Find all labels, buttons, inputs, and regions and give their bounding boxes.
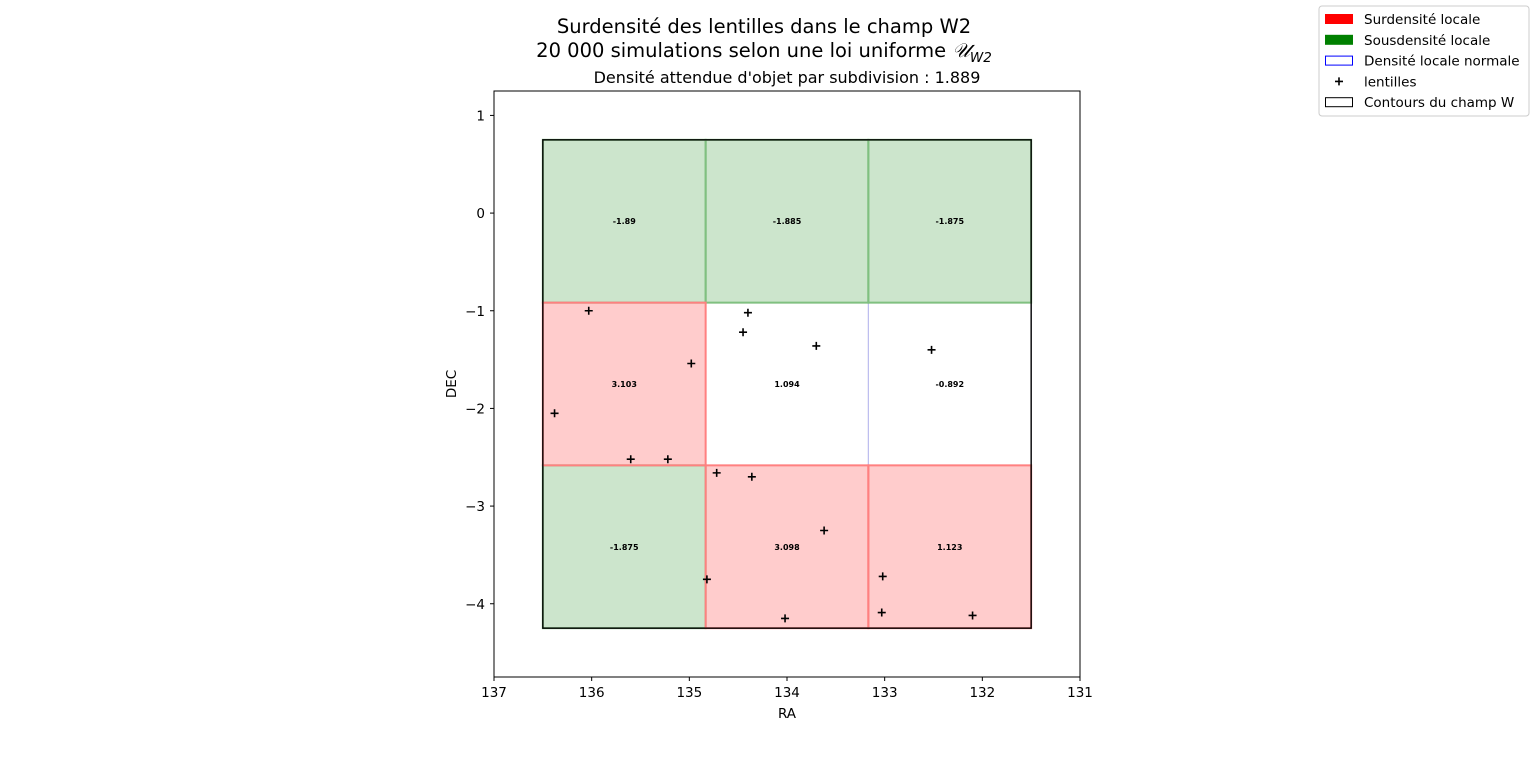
- cell-under-fill: [705, 139, 869, 303]
- cell-under-fill: [542, 465, 706, 629]
- cell-over-fill: [542, 302, 706, 466]
- legend-swatch: [1325, 55, 1353, 66]
- lens-point: [781, 614, 790, 623]
- cell-value-label: -1.875: [935, 217, 964, 226]
- chart-subtitle: Densité attendue d'objet par subdivision…: [594, 68, 981, 87]
- legend-entry: Contours du champ W: [1325, 95, 1514, 111]
- lens-point: [687, 359, 696, 368]
- x-ticks: 137 136 135 134 133 132 131: [481, 677, 1093, 701]
- legend-label: lentilles: [1364, 74, 1417, 90]
- lens-point: [626, 455, 635, 464]
- x-tick-label: 136: [579, 685, 605, 701]
- cell-value-label: 3.103: [612, 380, 637, 389]
- x-tick-label: 131: [1067, 685, 1093, 701]
- lens-point: [927, 345, 936, 354]
- y-tick-label: −4: [465, 597, 485, 613]
- lens-point: [584, 306, 593, 315]
- lens-point: [878, 572, 887, 581]
- cell-over-fill: [868, 465, 1032, 629]
- y-axis-label: DEC: [444, 370, 460, 398]
- lens-point: [968, 611, 977, 620]
- cell-value-label: -0.892: [935, 380, 964, 389]
- lenses-layer: [550, 306, 977, 623]
- cell-under-fill: [542, 139, 706, 303]
- x-tick-label: 135: [676, 685, 702, 701]
- cell-normal-fill: [705, 302, 869, 466]
- y-tick-label: −1: [465, 304, 485, 320]
- cell-value-label: 1.123: [937, 543, 962, 552]
- lens-point: [877, 608, 886, 617]
- legend-swatch: [1325, 97, 1353, 108]
- cell-value-label: -1.89: [613, 217, 636, 226]
- y-tick-label: −3: [465, 499, 485, 515]
- cells-layer: [541, 138, 1033, 630]
- legend-label: Densité locale normale: [1364, 54, 1520, 70]
- x-tick-label: 134: [774, 685, 800, 701]
- lens-point: [550, 409, 559, 418]
- cell-value-label: -1.885: [773, 217, 802, 226]
- chart-title-line2-math-sub: W2: [970, 50, 992, 66]
- x-axis-label: RA: [778, 706, 797, 722]
- legend-entries: Surdensité locale Sousdensité locale Densi…: [1325, 12, 1520, 111]
- chart-title-line2-math: 𝒰: [952, 39, 975, 62]
- x-tick-label: 137: [481, 685, 507, 701]
- legend-label: Contours du champ W: [1364, 95, 1514, 111]
- legend-entry: Densité locale normale: [1325, 54, 1520, 70]
- cell-over-fill: [705, 465, 869, 629]
- lens-point: [739, 328, 748, 337]
- cell-value-label: -1.875: [610, 543, 639, 552]
- lens-point: [820, 526, 829, 535]
- legend-label: Surdensité locale: [1364, 12, 1480, 28]
- legend-label: Sousdensité locale: [1364, 33, 1490, 49]
- legend: Surdensité locale Sousdensité locale Densi…: [1318, 5, 1530, 117]
- y-tick-label: 0: [476, 206, 485, 222]
- lens-point: [747, 472, 756, 481]
- plot-area: -1.89 -1.885 -1.875 3.103 1.094 -0.892 -1.875 3…: [465, 90, 1093, 701]
- cell-under-fill: [868, 139, 1032, 303]
- y-ticks: 1 0 −1 −2 −3 −4: [465, 108, 494, 613]
- field-contour: [542, 139, 1032, 629]
- y-tick-label: −2: [465, 401, 485, 417]
- lens-point: [712, 468, 721, 477]
- lens-point: [702, 575, 711, 584]
- legend-swatch: [1325, 14, 1353, 24]
- lens-point: [663, 455, 672, 464]
- legend-entry: lentilles: [1335, 74, 1417, 90]
- legend-box: [1318, 5, 1530, 117]
- cell-value-label: 3.098: [774, 543, 800, 552]
- x-tick-label: 132: [969, 685, 995, 701]
- cell-value-label: 1.094: [774, 380, 800, 389]
- legend-entry: Surdensité locale: [1325, 12, 1480, 28]
- chart-title-line2-text: 20 000 simulations selon une loi uniform…: [536, 39, 952, 62]
- legend-entry: Sousdensité locale: [1325, 33, 1490, 49]
- lens-point: [743, 308, 752, 317]
- chart-title: Surdensité des lentilles dans le champ W…: [557, 15, 971, 38]
- lens-point: [812, 341, 821, 350]
- y-tick-label: 1: [476, 108, 485, 124]
- cell-labels-layer: -1.89 -1.885 -1.875 3.103 1.094 -0.892 -1.875 3…: [610, 217, 965, 552]
- legend-swatch: [1325, 34, 1353, 45]
- x-tick-label: 133: [872, 685, 898, 701]
- cell-normal-fill: [868, 302, 1032, 466]
- chart-title-line2: 20 000 simulations selon une loi uniform…: [536, 39, 992, 66]
- legend-marker: [1335, 77, 1343, 86]
